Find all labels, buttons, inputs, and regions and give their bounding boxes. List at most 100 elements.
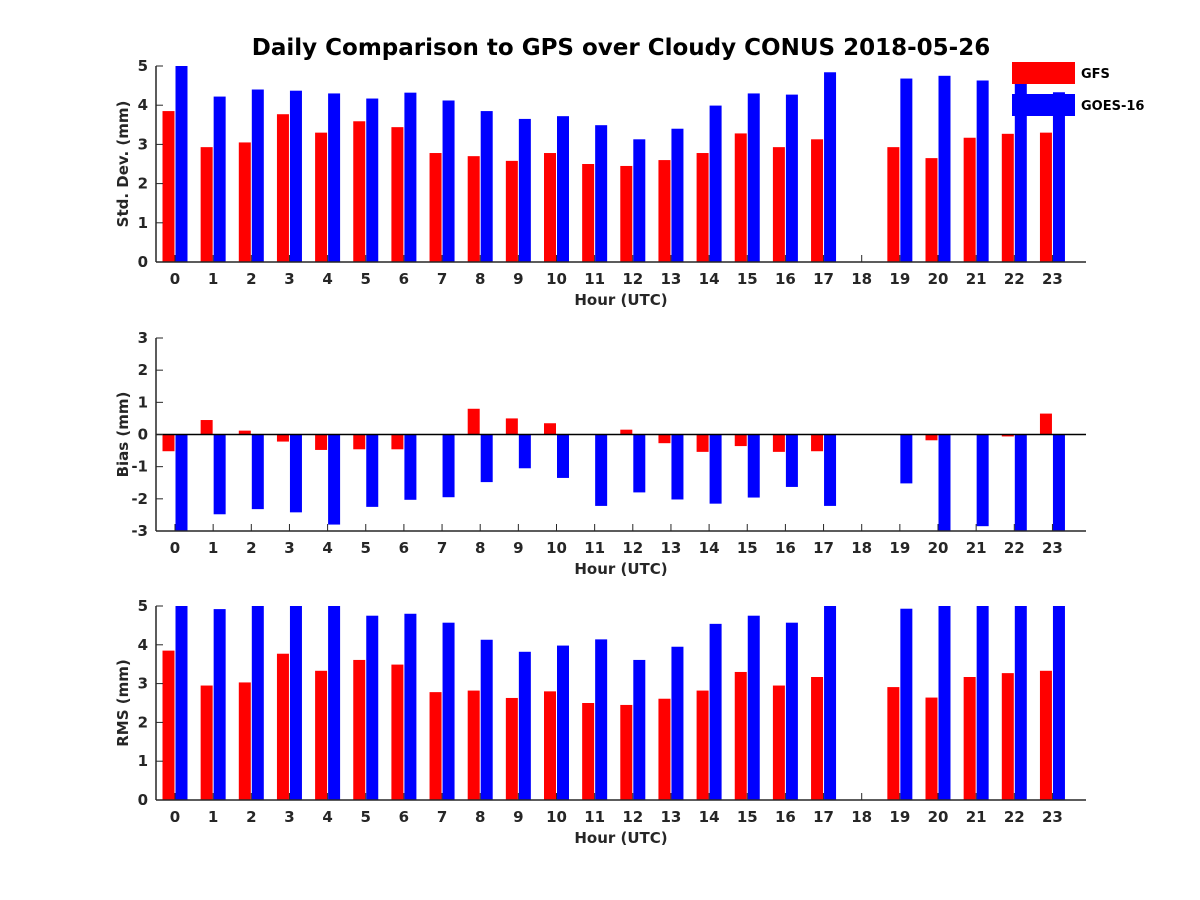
x-tick-label: 14	[699, 270, 720, 288]
bar-gfs-hour-23	[1039, 132, 1052, 262]
bar-goes-16-hour-16	[785, 434, 798, 487]
bar-gfs-hour-12	[620, 429, 633, 435]
bar-goes-16-hour-17	[824, 72, 837, 262]
x-tick-label: 1	[208, 539, 218, 557]
bar-goes-16-hour-10	[557, 116, 569, 263]
y-tick-label: 5	[138, 57, 148, 75]
bar-goes-16-hour-16	[785, 622, 798, 800]
bar-goes-16-hour-0	[175, 434, 188, 531]
bar-goes-16-hour-0	[175, 66, 188, 262]
bar-gfs-hour-22	[1001, 133, 1014, 262]
bar-gfs-hour-13	[658, 160, 671, 262]
y-tick-label: 0	[138, 253, 148, 271]
bar-goes-16-hour-22	[1014, 434, 1027, 531]
x-tick-label: 13	[661, 808, 682, 826]
bar-goes-16-hour-21	[976, 80, 989, 262]
bar-goes-16-hour-23	[1052, 434, 1065, 531]
y-tick-label: 2	[138, 361, 148, 379]
bar-goes-16-hour-13	[671, 646, 684, 800]
bar-gfs-hour-22	[1001, 434, 1014, 437]
bar-gfs-hour-5	[353, 121, 366, 262]
bar-gfs-hour-16	[772, 147, 785, 262]
x-tick-label: 10	[546, 539, 567, 557]
x-tick-label: 2	[246, 270, 256, 288]
bar-goes-16-hour-3	[289, 90, 302, 262]
y-tick-label: 1	[138, 214, 148, 232]
bar-gfs-hour-5	[353, 659, 366, 800]
x-axis-label: Hour (UTC)	[574, 291, 667, 309]
x-tick-label: 20	[928, 808, 949, 826]
y-tick-label: 5	[138, 597, 148, 615]
bar-goes-16-hour-14	[709, 434, 722, 504]
x-tick-label: 10	[546, 808, 567, 826]
x-tick-label: 11	[584, 270, 605, 288]
x-tick-label: 7	[437, 270, 447, 288]
y-tick-label: -3	[131, 522, 148, 540]
bar-goes-16-hour-19	[900, 608, 913, 800]
bar-gfs-hour-2	[238, 430, 251, 435]
x-tick-label: 19	[889, 539, 910, 557]
y-tick-label: -2	[131, 490, 148, 508]
bar-gfs-hour-8	[467, 690, 480, 800]
y-tick-label: 3	[138, 675, 148, 693]
y-tick-label: 3	[138, 329, 148, 347]
bar-goes-16-hour-5	[366, 98, 379, 262]
bar-gfs-hour-1	[200, 420, 213, 435]
bar-goes-16-hour-19	[900, 78, 913, 262]
bar-goes-16-hour-15	[747, 615, 760, 800]
bar-gfs-hour-23	[1039, 413, 1052, 435]
bar-gfs-hour-17	[811, 434, 824, 452]
x-tick-label: 0	[170, 270, 180, 288]
bar-gfs-hour-3	[276, 114, 289, 262]
bar-goes-16-hour-8	[480, 111, 493, 262]
bar-gfs-hour-3	[276, 653, 289, 800]
x-tick-label: 11	[584, 808, 605, 826]
legend-label-gfs: GFS	[1081, 67, 1110, 82]
bar-gfs-hour-15	[734, 671, 747, 800]
bar-gfs-hour-13	[658, 434, 671, 444]
bar-goes-16-hour-5	[366, 434, 379, 507]
x-tick-label: 18	[851, 270, 872, 288]
x-tick-label: 11	[584, 539, 605, 557]
x-tick-label: 16	[775, 270, 796, 288]
bar-gfs-hour-19	[887, 147, 900, 262]
x-tick-label: 20	[928, 539, 949, 557]
bar-goes-16-hour-10	[557, 645, 569, 800]
x-tick-label: 15	[737, 270, 758, 288]
bar-gfs-hour-7	[429, 153, 442, 262]
x-tick-label: 0	[170, 808, 180, 826]
x-tick-label: 8	[475, 539, 485, 557]
x-tick-label: 4	[322, 808, 332, 826]
x-axis-label: Hour (UTC)	[574, 560, 667, 578]
x-tick-label: 9	[513, 808, 523, 826]
y-tick-label: -1	[131, 458, 148, 476]
bar-goes-16-hour-4	[328, 434, 341, 525]
bar-goes-16-hour-12	[633, 139, 646, 262]
x-tick-label: 12	[622, 539, 643, 557]
bar-goes-16-hour-4	[328, 606, 341, 800]
x-tick-label: 2	[246, 539, 256, 557]
bar-goes-16-hour-9	[518, 434, 531, 469]
bar-goes-16-hour-12	[633, 434, 646, 493]
x-tick-label: 18	[851, 539, 872, 557]
bar-gfs-hour-4	[315, 132, 328, 262]
x-tick-label: 3	[284, 808, 294, 826]
bar-gfs-hour-16	[772, 434, 785, 452]
x-tick-label: 18	[851, 808, 872, 826]
bar-gfs-hour-4	[315, 434, 328, 450]
y-tick-label: 1	[138, 752, 148, 770]
y-tick-label: 0	[138, 426, 148, 444]
bar-gfs-hour-0	[162, 650, 175, 800]
x-tick-label: 16	[775, 808, 796, 826]
x-tick-label: 4	[322, 539, 332, 557]
bar-gfs-hour-8	[467, 156, 480, 262]
y-tick-label: 4	[138, 96, 148, 114]
x-tick-label: 8	[475, 270, 485, 288]
bar-goes-16-hour-13	[671, 128, 684, 262]
x-tick-label: 17	[813, 270, 834, 288]
bar-goes-16-hour-20	[938, 606, 951, 800]
bar-goes-16-hour-0	[175, 606, 188, 800]
legend-swatch-gfs	[1012, 62, 1075, 84]
bar-gfs-hour-10	[544, 153, 556, 262]
